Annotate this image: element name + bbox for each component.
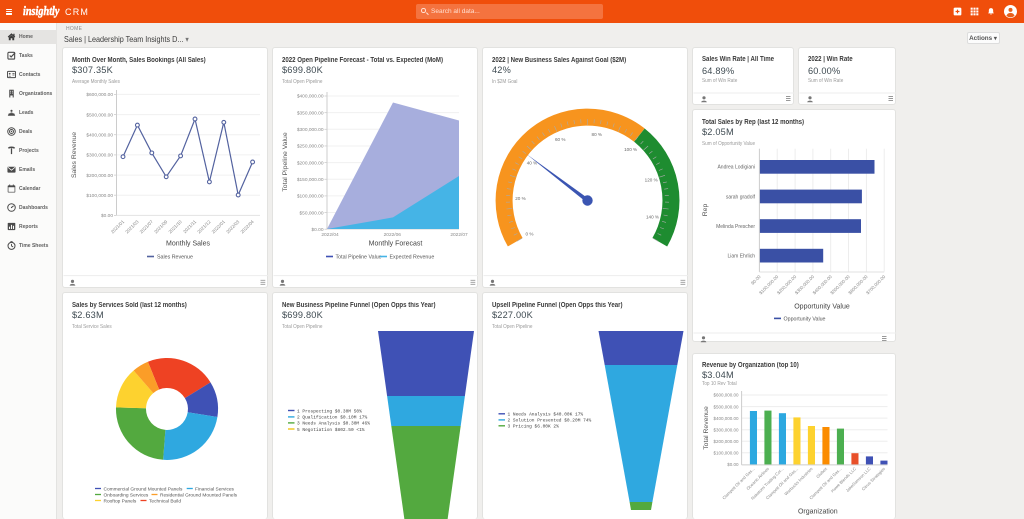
svg-text:60 %: 60 % bbox=[555, 137, 565, 142]
svg-text:20 %: 20 % bbox=[515, 196, 525, 201]
svg-text:Opportunity Value: Opportunity Value bbox=[794, 304, 850, 311]
svg-text:Commercial Ground Mounted Pane: Commercial Ground Mounted Panels bbox=[104, 486, 184, 492]
svg-text:2022/07: 2022/07 bbox=[450, 232, 468, 238]
svg-text:$150,000.00: $150,000.00 bbox=[297, 177, 324, 183]
svg-text:Globex: Globex bbox=[815, 466, 829, 480]
svg-text:Opportunity Value: Opportunity Value bbox=[784, 317, 826, 323]
svg-text:2021/03: 2021/03 bbox=[124, 219, 140, 235]
svg-text:2021/11: 2021/11 bbox=[182, 219, 197, 234]
svg-text:$600,000.00: $600,000.00 bbox=[713, 393, 739, 398]
svg-text:$0.00: $0.00 bbox=[101, 213, 113, 219]
svg-text:Organization: Organization bbox=[798, 509, 838, 516]
svg-text:$0.00: $0.00 bbox=[727, 462, 739, 467]
svg-text:3 Pricing $6.00K 2%: 3 Pricing $6.00K 2% bbox=[508, 424, 560, 430]
svg-text:$100,000.00: $100,000.00 bbox=[86, 193, 113, 199]
svg-text:Monthly Forecast: Monthly Forecast bbox=[369, 241, 423, 248]
svg-text:Sales Revenue: Sales Revenue bbox=[71, 132, 78, 178]
svg-text:3 Needs Analysis $0.30M 46%: 3 Needs Analysis $0.30M 46% bbox=[297, 421, 370, 427]
svg-text:$300,000.00: $300,000.00 bbox=[86, 153, 113, 159]
svg-text:Liam Ehrlich: Liam Ehrlich bbox=[727, 254, 755, 260]
svg-text:2021/09: 2021/09 bbox=[153, 219, 169, 235]
svg-text:Total Revenue: Total Revenue bbox=[703, 406, 710, 450]
svg-text:140 %: 140 % bbox=[646, 214, 659, 219]
svg-text:80 %: 80 % bbox=[592, 132, 602, 137]
svg-text:Expected Revenue: Expected Revenue bbox=[390, 255, 435, 261]
svg-text:Financial Services: Financial Services bbox=[195, 486, 235, 492]
svg-text:Rep: Rep bbox=[702, 204, 709, 217]
svg-text:Warbucks Industries: Warbucks Industries bbox=[783, 466, 813, 496]
svg-text:Monthly Sales: Monthly Sales bbox=[166, 241, 210, 248]
svg-text:Total Pipeline Value: Total Pipeline Value bbox=[336, 255, 382, 261]
svg-text:$500,000.00: $500,000.00 bbox=[86, 112, 113, 118]
svg-text:$400,000.00: $400,000.00 bbox=[297, 94, 324, 100]
svg-text:0 %: 0 % bbox=[526, 232, 534, 237]
svg-text:2 Qualification $0.10M 17%: 2 Qualification $0.10M 17% bbox=[297, 415, 368, 421]
svg-text:$300,000.00: $300,000.00 bbox=[297, 127, 324, 133]
svg-text:2022/04: 2022/04 bbox=[240, 219, 256, 235]
svg-text:$700,000.00: $700,000.00 bbox=[865, 274, 887, 296]
svg-text:2021/10: 2021/10 bbox=[168, 219, 184, 235]
svg-text:$300,000.00: $300,000.00 bbox=[713, 427, 739, 432]
svg-text:Sales Revenue: Sales Revenue bbox=[157, 255, 193, 261]
svg-text:Residential Ground Mounted Pan: Residential Ground Mounted Panels bbox=[160, 492, 238, 498]
svg-text:40 %: 40 % bbox=[527, 161, 537, 166]
svg-text:$200,000.00: $200,000.00 bbox=[713, 439, 739, 444]
svg-text:2022/01: 2022/01 bbox=[211, 219, 227, 235]
svg-text:$600,000.00: $600,000.00 bbox=[86, 92, 113, 98]
svg-text:Onboarding Services: Onboarding Services bbox=[104, 492, 149, 498]
svg-text:$200,000.00: $200,000.00 bbox=[86, 173, 113, 179]
svg-text:$200,000.00: $200,000.00 bbox=[297, 160, 324, 166]
svg-text:2022/04: 2022/04 bbox=[321, 232, 339, 238]
svg-text:Technical Build: Technical Build bbox=[149, 498, 181, 504]
svg-text:5 Negotiation $802.50 <1%: 5 Negotiation $802.50 <1% bbox=[297, 427, 365, 433]
svg-text:Rooftop Panels: Rooftop Panels bbox=[104, 498, 137, 504]
svg-text:1 Needs Analysis $40.00K 17%: 1 Needs Analysis $40.00K 17% bbox=[508, 412, 584, 418]
svg-text:$500,000.00: $500,000.00 bbox=[713, 404, 739, 409]
svg-text:2021/07: 2021/07 bbox=[139, 219, 155, 235]
svg-text:120 %: 120 % bbox=[645, 178, 658, 183]
svg-text:$400,000.00: $400,000.00 bbox=[713, 416, 739, 421]
svg-text:$0.00: $0.00 bbox=[311, 227, 323, 233]
svg-text:Melinda Prescher: Melinda Prescher bbox=[716, 224, 755, 230]
svg-text:$100,000.00: $100,000.00 bbox=[713, 451, 739, 456]
svg-text:2021/01: 2021/01 bbox=[110, 219, 126, 235]
svg-text:Total Pipeline Value: Total Pipeline Value bbox=[282, 132, 289, 191]
svg-text:$400,000.00: $400,000.00 bbox=[86, 132, 113, 138]
svg-text:2021/12: 2021/12 bbox=[196, 219, 212, 235]
svg-text:$250,000.00: $250,000.00 bbox=[297, 144, 324, 150]
svg-text:Andrea Lodigiani: Andrea Lodigiani bbox=[717, 165, 755, 171]
svg-text:sarah gradolf: sarah gradolf bbox=[726, 194, 756, 200]
svg-text:2022/03: 2022/03 bbox=[225, 219, 241, 235]
svg-text:$50,000.00: $50,000.00 bbox=[299, 210, 323, 216]
svg-text:$0.00: $0.00 bbox=[750, 274, 762, 286]
svg-text:$350,000.00: $350,000.00 bbox=[297, 110, 324, 116]
svg-text:2022/06: 2022/06 bbox=[384, 232, 402, 238]
svg-text:100 %: 100 % bbox=[624, 147, 637, 152]
svg-text:2 Solution Presented $0.20M 7: 2 Solution Presented $0.20M 74% bbox=[508, 418, 592, 424]
svg-text:$100,000.00: $100,000.00 bbox=[297, 194, 324, 200]
svg-text:1 Prospecting $0.30M 50%: 1 Prospecting $0.30M 50% bbox=[297, 408, 362, 414]
